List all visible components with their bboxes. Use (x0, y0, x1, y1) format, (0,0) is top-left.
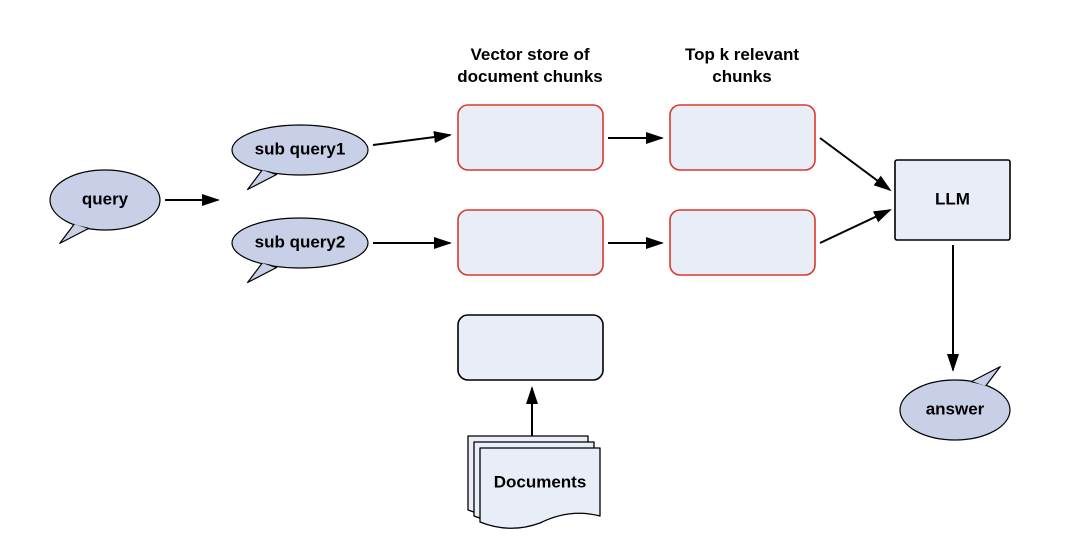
diagram-canvas: Vector store of document chunks Top k re… (0, 0, 1080, 543)
llm-label: LLM (935, 189, 970, 208)
answer-bubble: answer (900, 367, 1010, 440)
vs3-box (458, 315, 603, 380)
documents-icon: Documents (468, 436, 600, 528)
topk1-to-llm (820, 138, 890, 190)
sub1-to-vs1 (373, 135, 450, 145)
topk2-box (670, 210, 815, 275)
sub1-bubble: sub query1 (232, 125, 368, 190)
vector-store-header-line1: Vector store of (470, 45, 589, 64)
vs2-box (458, 210, 603, 275)
query-bubble: query (50, 170, 160, 243)
documents-label: Documents (494, 473, 587, 492)
documents-layer: Documents (468, 436, 600, 528)
topk2-to-llm (820, 210, 890, 243)
llm-box: LLM (895, 160, 1010, 240)
vs1-box (458, 105, 603, 170)
query-label: query (82, 189, 129, 208)
boxes-layer: LLM (458, 105, 1010, 380)
sub2-bubble: sub query2 (232, 218, 368, 283)
vector-store-header-line2: document chunks (457, 67, 602, 86)
arrows-layer (165, 135, 953, 440)
topk-header-line1: Top k relevant (685, 45, 799, 64)
sub2-label: sub query2 (255, 232, 346, 251)
topk1-box (670, 105, 815, 170)
sub1-label: sub query1 (255, 139, 346, 158)
answer-label: answer (926, 399, 985, 418)
topk-header-line2: chunks (712, 67, 772, 86)
